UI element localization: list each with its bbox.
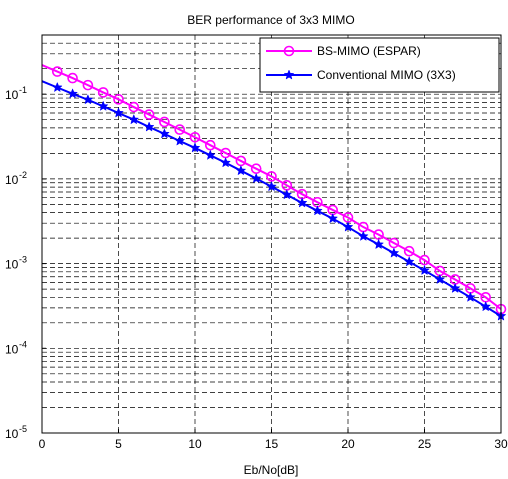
- data-point-circle: [189, 131, 201, 143]
- data-point-circle: [143, 109, 155, 120]
- y-tick-exponent: -3: [19, 255, 27, 265]
- data-point-star: [281, 189, 293, 200]
- data-point-circle: [67, 72, 78, 84]
- data-point-circle: [174, 124, 185, 135]
- data-point-star: [403, 256, 415, 267]
- data-point-star: [143, 121, 155, 132]
- data-point-star: [159, 128, 170, 139]
- data-point-star: [82, 94, 94, 105]
- data-point-star: [113, 107, 124, 118]
- data-point-circle: [82, 79, 94, 91]
- data-point-star: [51, 81, 63, 93]
- y-tick-exponent: -4: [19, 339, 27, 349]
- data-point-circle: [266, 171, 277, 182]
- data-point-star: [128, 114, 140, 125]
- data-point-star: [312, 205, 323, 216]
- data-point-circle: [51, 66, 63, 77]
- series-group: [41, 80, 507, 321]
- legend-label: BS-MIMO (ESPAR): [317, 44, 421, 58]
- data-point-star: [235, 165, 247, 176]
- data-point-star: [434, 273, 446, 285]
- x-tick-label: 30: [494, 437, 508, 451]
- data-point-circle: [113, 94, 124, 105]
- data-series: [41, 64, 507, 321]
- y-tick-label: 10: [5, 342, 19, 356]
- data-point-star: [97, 100, 109, 111]
- legend: BS-MIMO (ESPAR) Conventional MIMO (3X3): [259, 37, 500, 93]
- y-tick-label: 10: [5, 258, 19, 272]
- y-tick-exponent: -1: [19, 85, 27, 95]
- data-point-star: [327, 212, 339, 224]
- data-point-star: [189, 142, 201, 153]
- data-point-circle: [403, 245, 415, 257]
- data-point-star: [419, 264, 430, 276]
- data-point-star: [357, 230, 369, 241]
- y-tick-label: 10: [5, 427, 19, 441]
- grid-lines: [42, 35, 501, 433]
- data-point-circle: [419, 254, 430, 266]
- legend-label: Conventional MIMO (3X3): [317, 68, 456, 82]
- plot-area-frame: [41, 34, 502, 434]
- data-point-star: [220, 157, 231, 168]
- x-tick-label: 20: [341, 437, 355, 451]
- data-point-star: [266, 180, 277, 192]
- x-tick-label: 0: [39, 437, 46, 451]
- data-point-circle: [97, 87, 109, 98]
- data-point-star: [174, 135, 186, 146]
- data-point-star: [250, 172, 262, 184]
- legend-marker-star: [283, 69, 295, 80]
- data-point-star: [204, 149, 216, 160]
- legend-box: [259, 37, 500, 93]
- data-point-star: [67, 88, 78, 99]
- y-tick-label: 10: [5, 88, 19, 102]
- data-point-star: [388, 247, 400, 258]
- y-tick-exponent: -5: [19, 424, 27, 434]
- chart-title: BER performance of 3x3 MIMO: [187, 13, 354, 27]
- x-tick-label: 10: [188, 437, 202, 451]
- data-point-circle: [159, 116, 170, 128]
- y-tick-label: 10: [5, 173, 19, 187]
- data-point-star: [449, 282, 461, 293]
- x-tick-label: 15: [265, 437, 279, 451]
- x-tick-label: 5: [115, 437, 122, 451]
- data-point-star: [342, 221, 354, 232]
- x-tick-label: 25: [418, 437, 432, 451]
- data-point-star: [480, 301, 492, 312]
- data-point-star: [296, 197, 308, 208]
- y-tick-exponent: -2: [19, 170, 27, 180]
- series-line: [41, 64, 502, 310]
- legend-marker-circle: [283, 45, 295, 57]
- data-point-star: [465, 291, 476, 302]
- x-axis-label: Eb/No[dB]: [244, 463, 299, 477]
- data-point-circle: [128, 101, 140, 113]
- data-point-star: [373, 238, 384, 250]
